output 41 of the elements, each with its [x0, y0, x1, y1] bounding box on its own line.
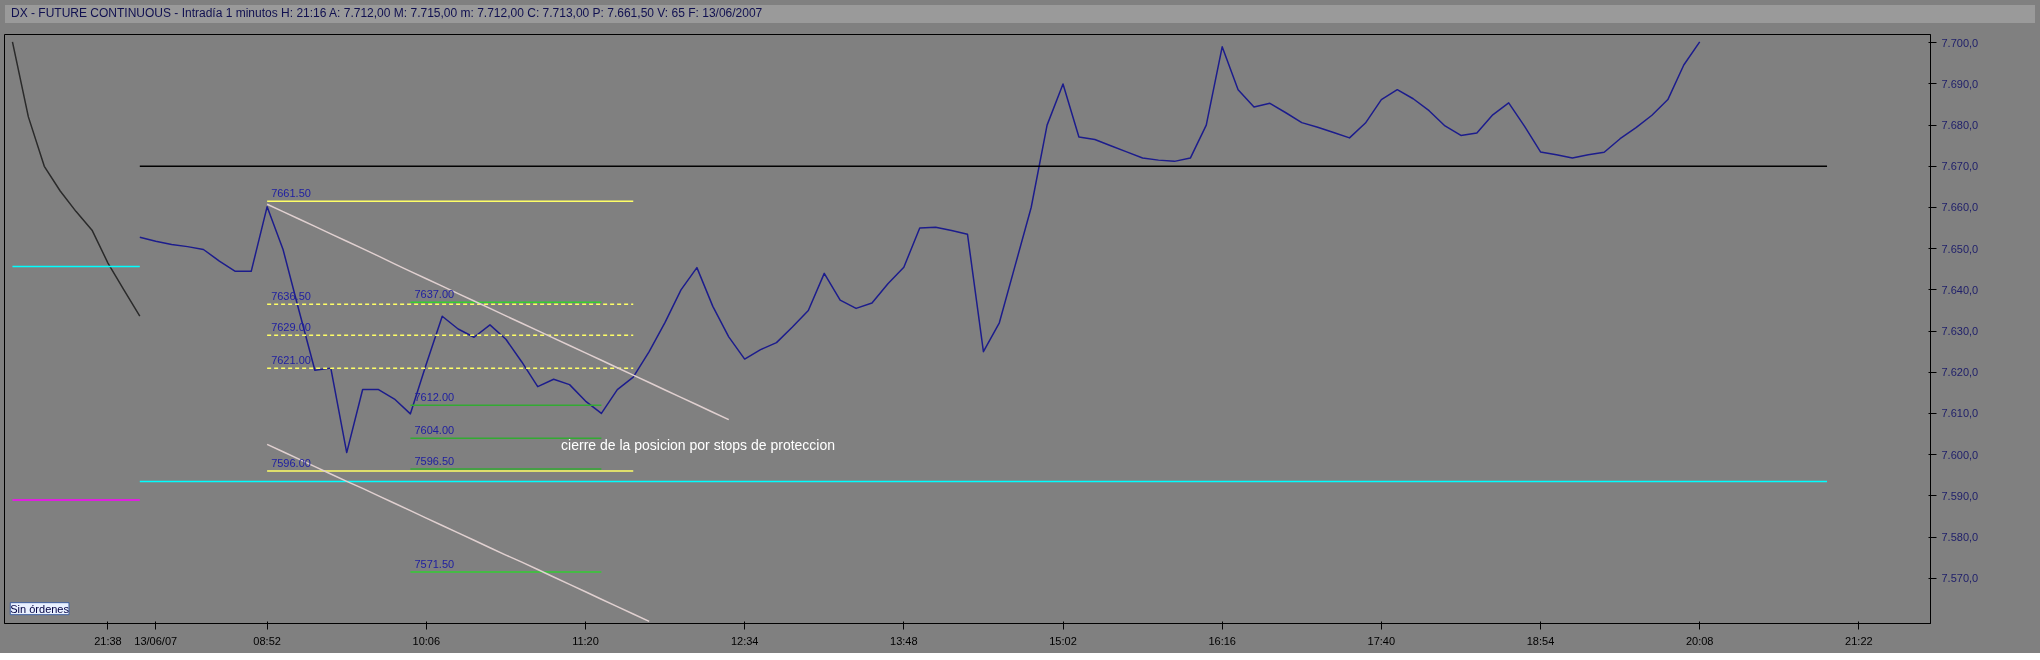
y-tick-label: 7.690,0 — [1941, 77, 1979, 90]
x-tick-label: 21:38 — [94, 634, 122, 647]
chart-title: DX - FUTURE CONTINUOUS - Intradía 1 minutos H: 21:16 A: 7.712,00 M: 7.715,00 m: 7.712,00 C: 7.713,00 P: 7.661,50 V: 65 F: 13/06/2007 — [11, 5, 763, 22]
y-tick-label: 7.620,0 — [1941, 366, 1979, 379]
annotation: 7571.50 — [414, 558, 455, 571]
annotation: 7621.00 — [271, 354, 311, 367]
y-tick-label: 7.660,0 — [1941, 201, 1979, 214]
line-series — [266, 203, 730, 421]
x-tick-label: 13:48 — [890, 634, 918, 647]
y-tick-label: 7.630,0 — [1941, 325, 1979, 338]
annotation: 7604.00 — [414, 424, 455, 437]
x-tick-label: 21:22 — [1845, 634, 1873, 647]
y-tick-label: 7.580,0 — [1941, 531, 1979, 543]
y-tick-label: 7.600,0 — [1941, 448, 1979, 461]
y-tick-label: 7.590,0 — [1941, 489, 1979, 502]
y-tick-label: 7.650,0 — [1941, 242, 1979, 255]
annotation: 7637.00 — [414, 288, 455, 301]
x-tick-label: 16:16 — [1208, 634, 1236, 647]
annotation: 7661.50 — [271, 187, 311, 200]
annotation: 7596.50 — [414, 455, 455, 468]
line-series — [139, 41, 1701, 454]
x-tick-label: 17:40 — [1367, 634, 1396, 647]
x-tick-label: 18:54 — [1526, 634, 1555, 647]
y-tick-label: 7.640,0 — [1941, 283, 1979, 296]
x-tick-label: 15:02 — [1049, 634, 1077, 647]
y-tick-label: 7.700,0 — [1941, 36, 1979, 49]
x-tick-label: 08:52 — [253, 634, 281, 647]
y-tick-label: 7.680,0 — [1941, 119, 1979, 132]
annotation: 7612.00 — [414, 391, 455, 404]
y-tick-label: 7.610,0 — [1941, 407, 1979, 420]
x-tick-label: 20:08 — [1685, 634, 1714, 647]
x-tick-label: 13/06/07 — [134, 634, 178, 647]
annotation: Sin órdenes — [10, 602, 70, 615]
y-tick-label: 7.570,0 — [1941, 572, 1979, 585]
x-tick-label: 12:34 — [730, 634, 759, 647]
annotation: cierre de la posicion por stops de proteccion — [561, 436, 836, 453]
x-tick-label: 11:20 — [572, 634, 599, 647]
x-tick-label: 10:06 — [412, 634, 441, 647]
annotation: 7596.00 — [271, 457, 311, 470]
line-series — [11, 41, 141, 317]
y-tick-label: 7.670,0 — [1941, 160, 1979, 173]
